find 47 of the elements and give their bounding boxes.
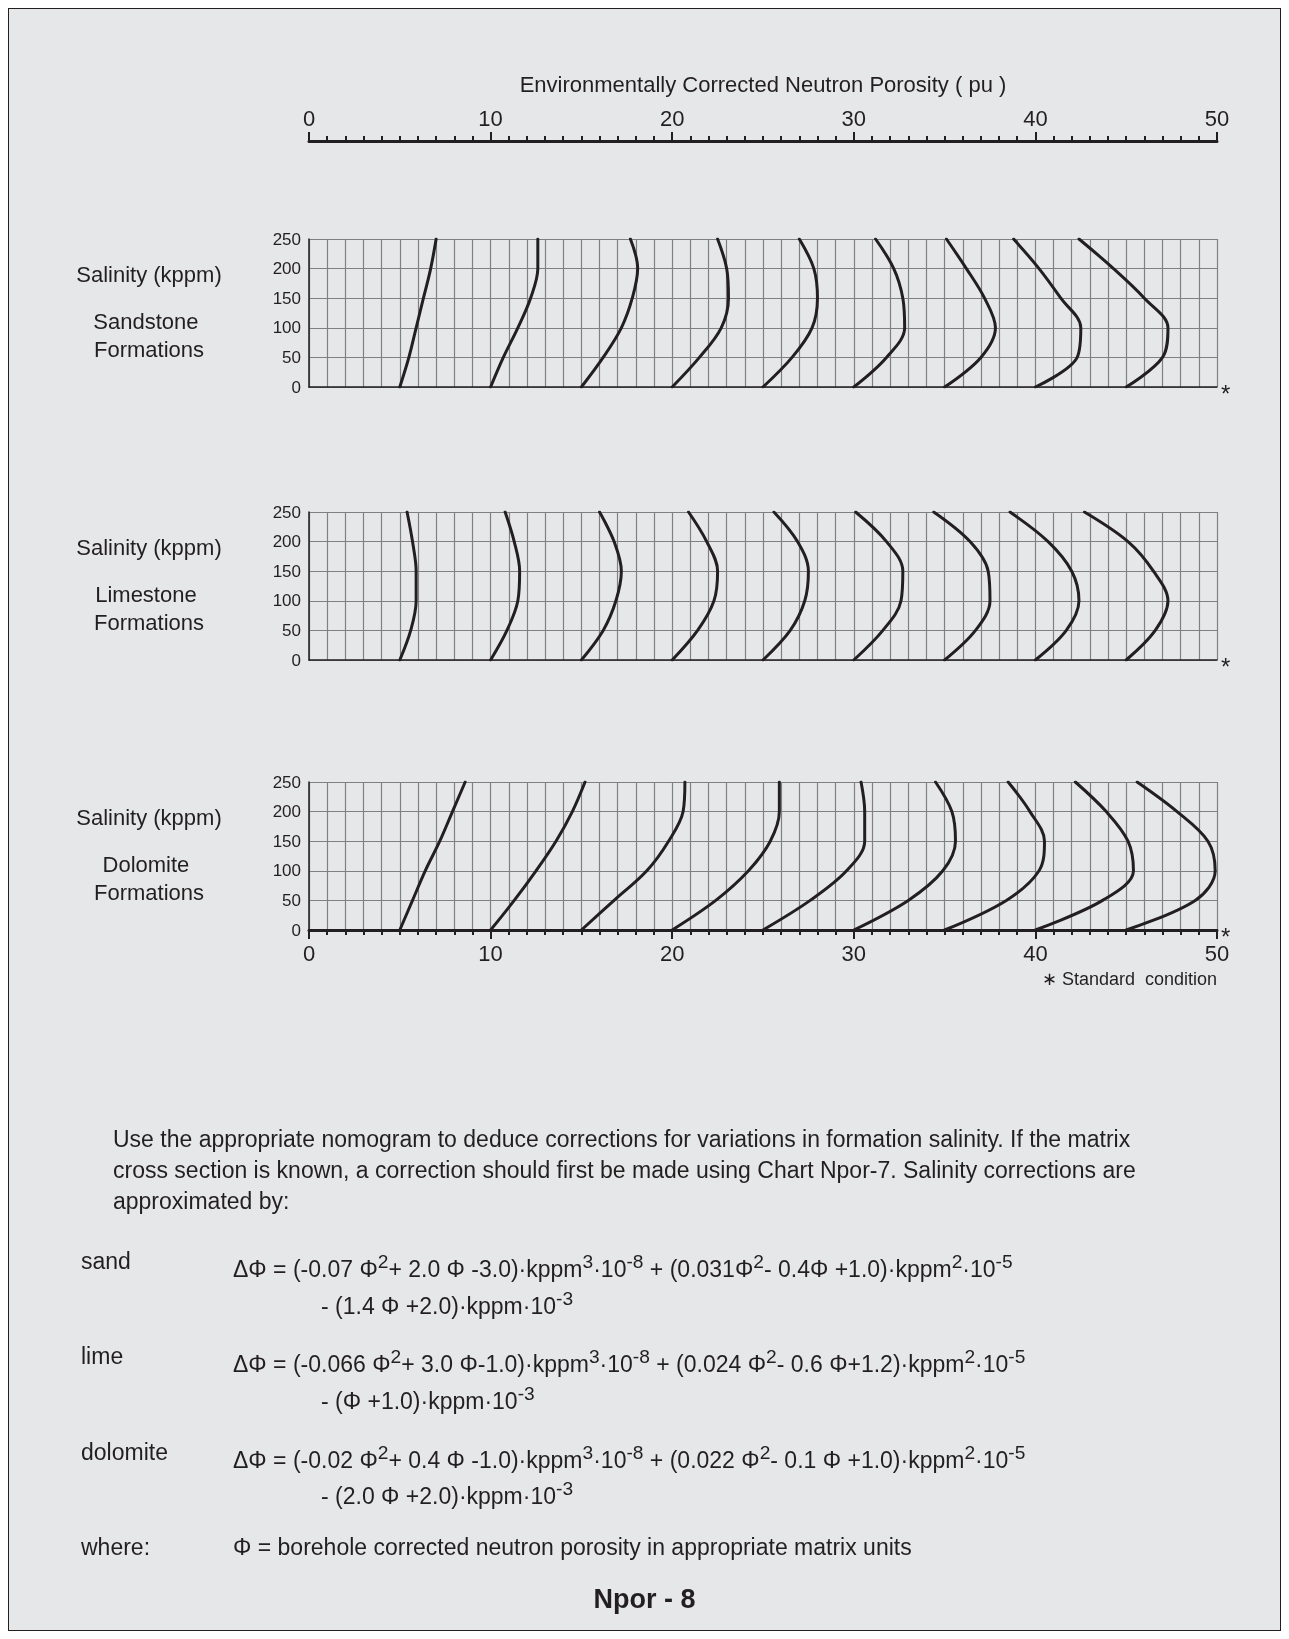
y-tick-label: 100	[272, 318, 301, 338]
y-tick-label: 0	[291, 920, 301, 940]
text: Sandstone Formations	[93, 308, 205, 362]
x-tick-label: 30	[841, 940, 867, 966]
text: Use the appropriate nomogram to deduce corrections for variations in formation salinity. If the matrix cross section is known, a correction should first be made using Chart Npor-7. Salinity corrections are approximated by:	[113, 1125, 1137, 1216]
text: ΔΦ = (-0.07 Φ$^{2}$+ 2.0 Φ -3.0)·kppm$^{3}$·10$^{-8}$ + (0.031Φ$^{2}$- 0.4Φ +1.0)·kppm$^{2}$·10$^{-5}$ - (1.4 Φ +2.0)·kppm·10$^{-3}$	[233, 1251, 1013, 1319]
x-tick-label: 40	[1023, 940, 1048, 966]
text: dolomite	[81, 1437, 169, 1467]
text: Φ = borehole corrected neutron porosity in appropriate matrix units	[233, 1532, 912, 1562]
text: ΔΦ = (-0.066 Φ$^{2}$+ 3.0 Φ-1.0)·kppm$^{3}$·10$^{-8}$ + (0.024 Φ$^{2}$- 0.6 Φ+1.2)·kppm$^{2}$·10$^{-5}$ - (Φ +1.0)·kppm·10$^{-3}$	[233, 1346, 1026, 1414]
text: *	[1221, 652, 1231, 680]
x2-axis-title: Environmentally Corrected Neutron Porosity ( pu )	[519, 71, 1007, 97]
x2-tick-label: 20	[659, 105, 685, 131]
text: *	[1221, 379, 1231, 407]
y-tick-label: 100	[272, 861, 301, 881]
text: lime	[81, 1342, 125, 1372]
text: ∗ Standard condition	[1041, 969, 1217, 989]
text: where:	[81, 1532, 152, 1562]
y-tick-label: 0	[291, 377, 301, 397]
y-tick-label: 200	[272, 802, 301, 822]
y-axis-title: Salinity (kppm)	[76, 261, 222, 287]
text: sand	[81, 1247, 132, 1276]
y-axis-title: Salinity (kppm)	[76, 534, 222, 560]
y-tick-label: 250	[272, 229, 301, 249]
y-tick-label: 250	[272, 772, 301, 792]
text: Limestone Formations	[93, 581, 205, 635]
y-tick-label: 200	[272, 259, 301, 279]
x-tick-label: 10	[478, 940, 503, 966]
y-tick-label: 200	[272, 532, 301, 552]
y-tick-label: 0	[291, 650, 301, 670]
text: Npor - 8	[592, 1583, 697, 1615]
y-tick-label: 100	[272, 591, 301, 611]
y-tick-label: 50	[282, 620, 301, 640]
x2-tick-label: 40	[1023, 105, 1048, 131]
y-tick-label: 150	[272, 561, 301, 581]
y-tick-label: 50	[282, 890, 301, 910]
y-axis-title: Salinity (kppm)	[76, 804, 222, 830]
y-tick-label: 50	[282, 347, 301, 367]
x2-tick-label: 10	[478, 105, 503, 131]
y-tick-label: 250	[272, 502, 301, 522]
x2-tick-label: 30	[841, 105, 867, 131]
y-tick-label: 150	[272, 831, 301, 851]
text: Dolomite Formations	[93, 851, 205, 905]
x2-tick-label: 50	[1204, 105, 1230, 131]
text: ΔΦ = (-0.02 Φ$^{2}$+ 0.4 Φ -1.0)·kppm$^{3}$·10$^{-8}$ + (0.022 Φ$^{2}$- 0.1 Φ +1.0)·kppm$^{2}$·10$^{-5}$ - (2.0 Φ +2.0)·kppm·10$^{-3}$	[233, 1441, 1026, 1509]
y-tick-label: 150	[272, 288, 301, 308]
x-tick-label: 20	[659, 940, 685, 966]
